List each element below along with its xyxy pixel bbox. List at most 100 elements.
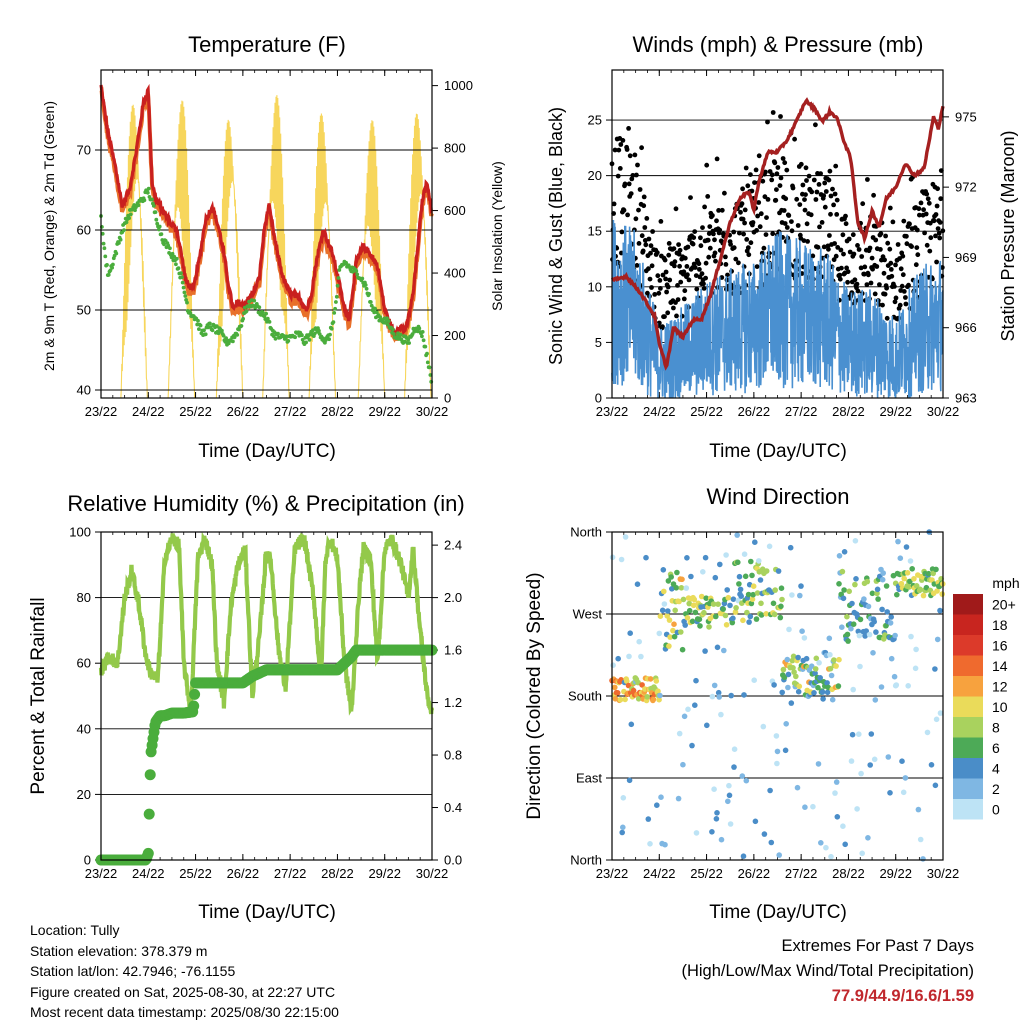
direction-point — [714, 810, 720, 816]
gust-point — [843, 221, 849, 227]
x-tick-label: 26/22 — [738, 866, 771, 881]
temp-9m-line — [99, 83, 433, 337]
x-tick-label: 23/22 — [85, 866, 118, 881]
gust-point — [633, 216, 639, 222]
dewpoint-point — [417, 326, 422, 331]
legend-swatch — [953, 717, 983, 738]
direction-point — [891, 673, 898, 680]
direction-point — [827, 665, 834, 672]
gust-point — [634, 263, 640, 268]
gust-point — [823, 189, 829, 194]
gust-point — [888, 267, 894, 272]
dewpoint-point — [267, 320, 272, 324]
x-tick-label: 24/22 — [132, 404, 165, 419]
wind-pressure-panel: 0 5 10 15 20 25 963 966 969 972 975 23/22 24/22 25/22… — [588, 69, 977, 419]
direction-point — [643, 554, 649, 561]
gust-point — [925, 196, 931, 202]
gust-point — [775, 165, 781, 170]
gust-point — [805, 239, 810, 244]
legend-swatch — [953, 635, 983, 656]
gust-point — [918, 200, 924, 206]
dewpoint-point — [197, 327, 201, 331]
y-tick-label: East — [576, 771, 602, 786]
direction-point — [797, 592, 803, 599]
direction-point — [689, 742, 695, 749]
gust-point — [804, 178, 809, 183]
direction-point — [849, 600, 855, 607]
gust-point — [672, 259, 678, 265]
direction-point — [666, 617, 673, 623]
direction-point — [751, 677, 757, 683]
gust-point — [789, 228, 795, 234]
dewpoint-point — [336, 276, 341, 280]
gust-point — [722, 190, 727, 196]
direction-point — [874, 586, 881, 593]
dewpoint-point — [202, 328, 206, 333]
direction-point — [724, 587, 730, 593]
precip-point — [142, 847, 154, 859]
direction-point — [920, 592, 927, 599]
direction-point — [661, 588, 667, 595]
gust-point — [640, 248, 646, 254]
gust-point — [813, 122, 818, 128]
y2-tick-label: 1000 — [444, 78, 473, 93]
gust-point — [667, 277, 673, 283]
y-tick-label: North — [570, 853, 602, 868]
gust-point — [922, 230, 927, 236]
gust-point — [646, 266, 651, 272]
x-tick-label: 30/22 — [416, 866, 449, 881]
dewpoint-point — [317, 328, 321, 333]
direction-point — [899, 758, 905, 764]
gust-point — [685, 272, 690, 278]
plot-border — [100, 531, 433, 861]
gust-point — [921, 207, 926, 213]
direction-point — [932, 666, 938, 672]
direction-point — [788, 700, 795, 706]
direction-point — [676, 598, 682, 605]
x-tick-label: 23/22 — [596, 404, 629, 419]
y2-tick-label: 0.4 — [444, 800, 462, 815]
direction-point — [933, 716, 940, 723]
direction-point — [870, 650, 876, 656]
gust-point — [696, 261, 702, 267]
direction-point — [678, 585, 685, 591]
direction-point — [767, 787, 773, 794]
direction-point — [716, 694, 722, 700]
direction-point — [911, 576, 917, 582]
direction-point — [752, 539, 758, 545]
y2-tick-label: 800 — [444, 141, 466, 156]
x-tick-label: 26/22 — [227, 866, 260, 881]
direction-point — [709, 829, 715, 835]
gust-point — [827, 168, 833, 174]
y2-tick-label: 200 — [444, 328, 466, 343]
dewpoint-point — [142, 198, 147, 203]
direction-point — [842, 841, 848, 848]
dewpoint-point — [110, 265, 114, 270]
direction-point — [812, 670, 818, 676]
direction-point — [638, 653, 644, 660]
gust-point — [798, 161, 804, 167]
direction-point — [828, 853, 834, 860]
direction-point — [811, 690, 817, 696]
direction-point — [686, 600, 692, 607]
dewpoint-point — [221, 333, 226, 338]
gust-point — [740, 186, 745, 192]
gust-point — [813, 197, 819, 202]
direction-point — [622, 696, 628, 703]
direction-point — [892, 632, 898, 639]
dewpoint-point — [151, 204, 156, 208]
dewpoint-point — [103, 254, 108, 259]
gust-point — [934, 203, 940, 209]
dewpoint-point — [106, 273, 111, 277]
direction-point — [662, 841, 668, 848]
direction-point — [647, 841, 653, 847]
direction-point — [913, 583, 920, 589]
y2-tick-label: 1.2 — [444, 695, 462, 710]
x-tick-label: 28/22 — [832, 404, 865, 419]
gust-point — [698, 243, 704, 249]
direction-point — [761, 831, 768, 837]
gust-point — [827, 233, 832, 238]
dewpoint-point — [174, 256, 179, 261]
direction-point — [782, 747, 789, 754]
gust-point — [887, 246, 893, 252]
